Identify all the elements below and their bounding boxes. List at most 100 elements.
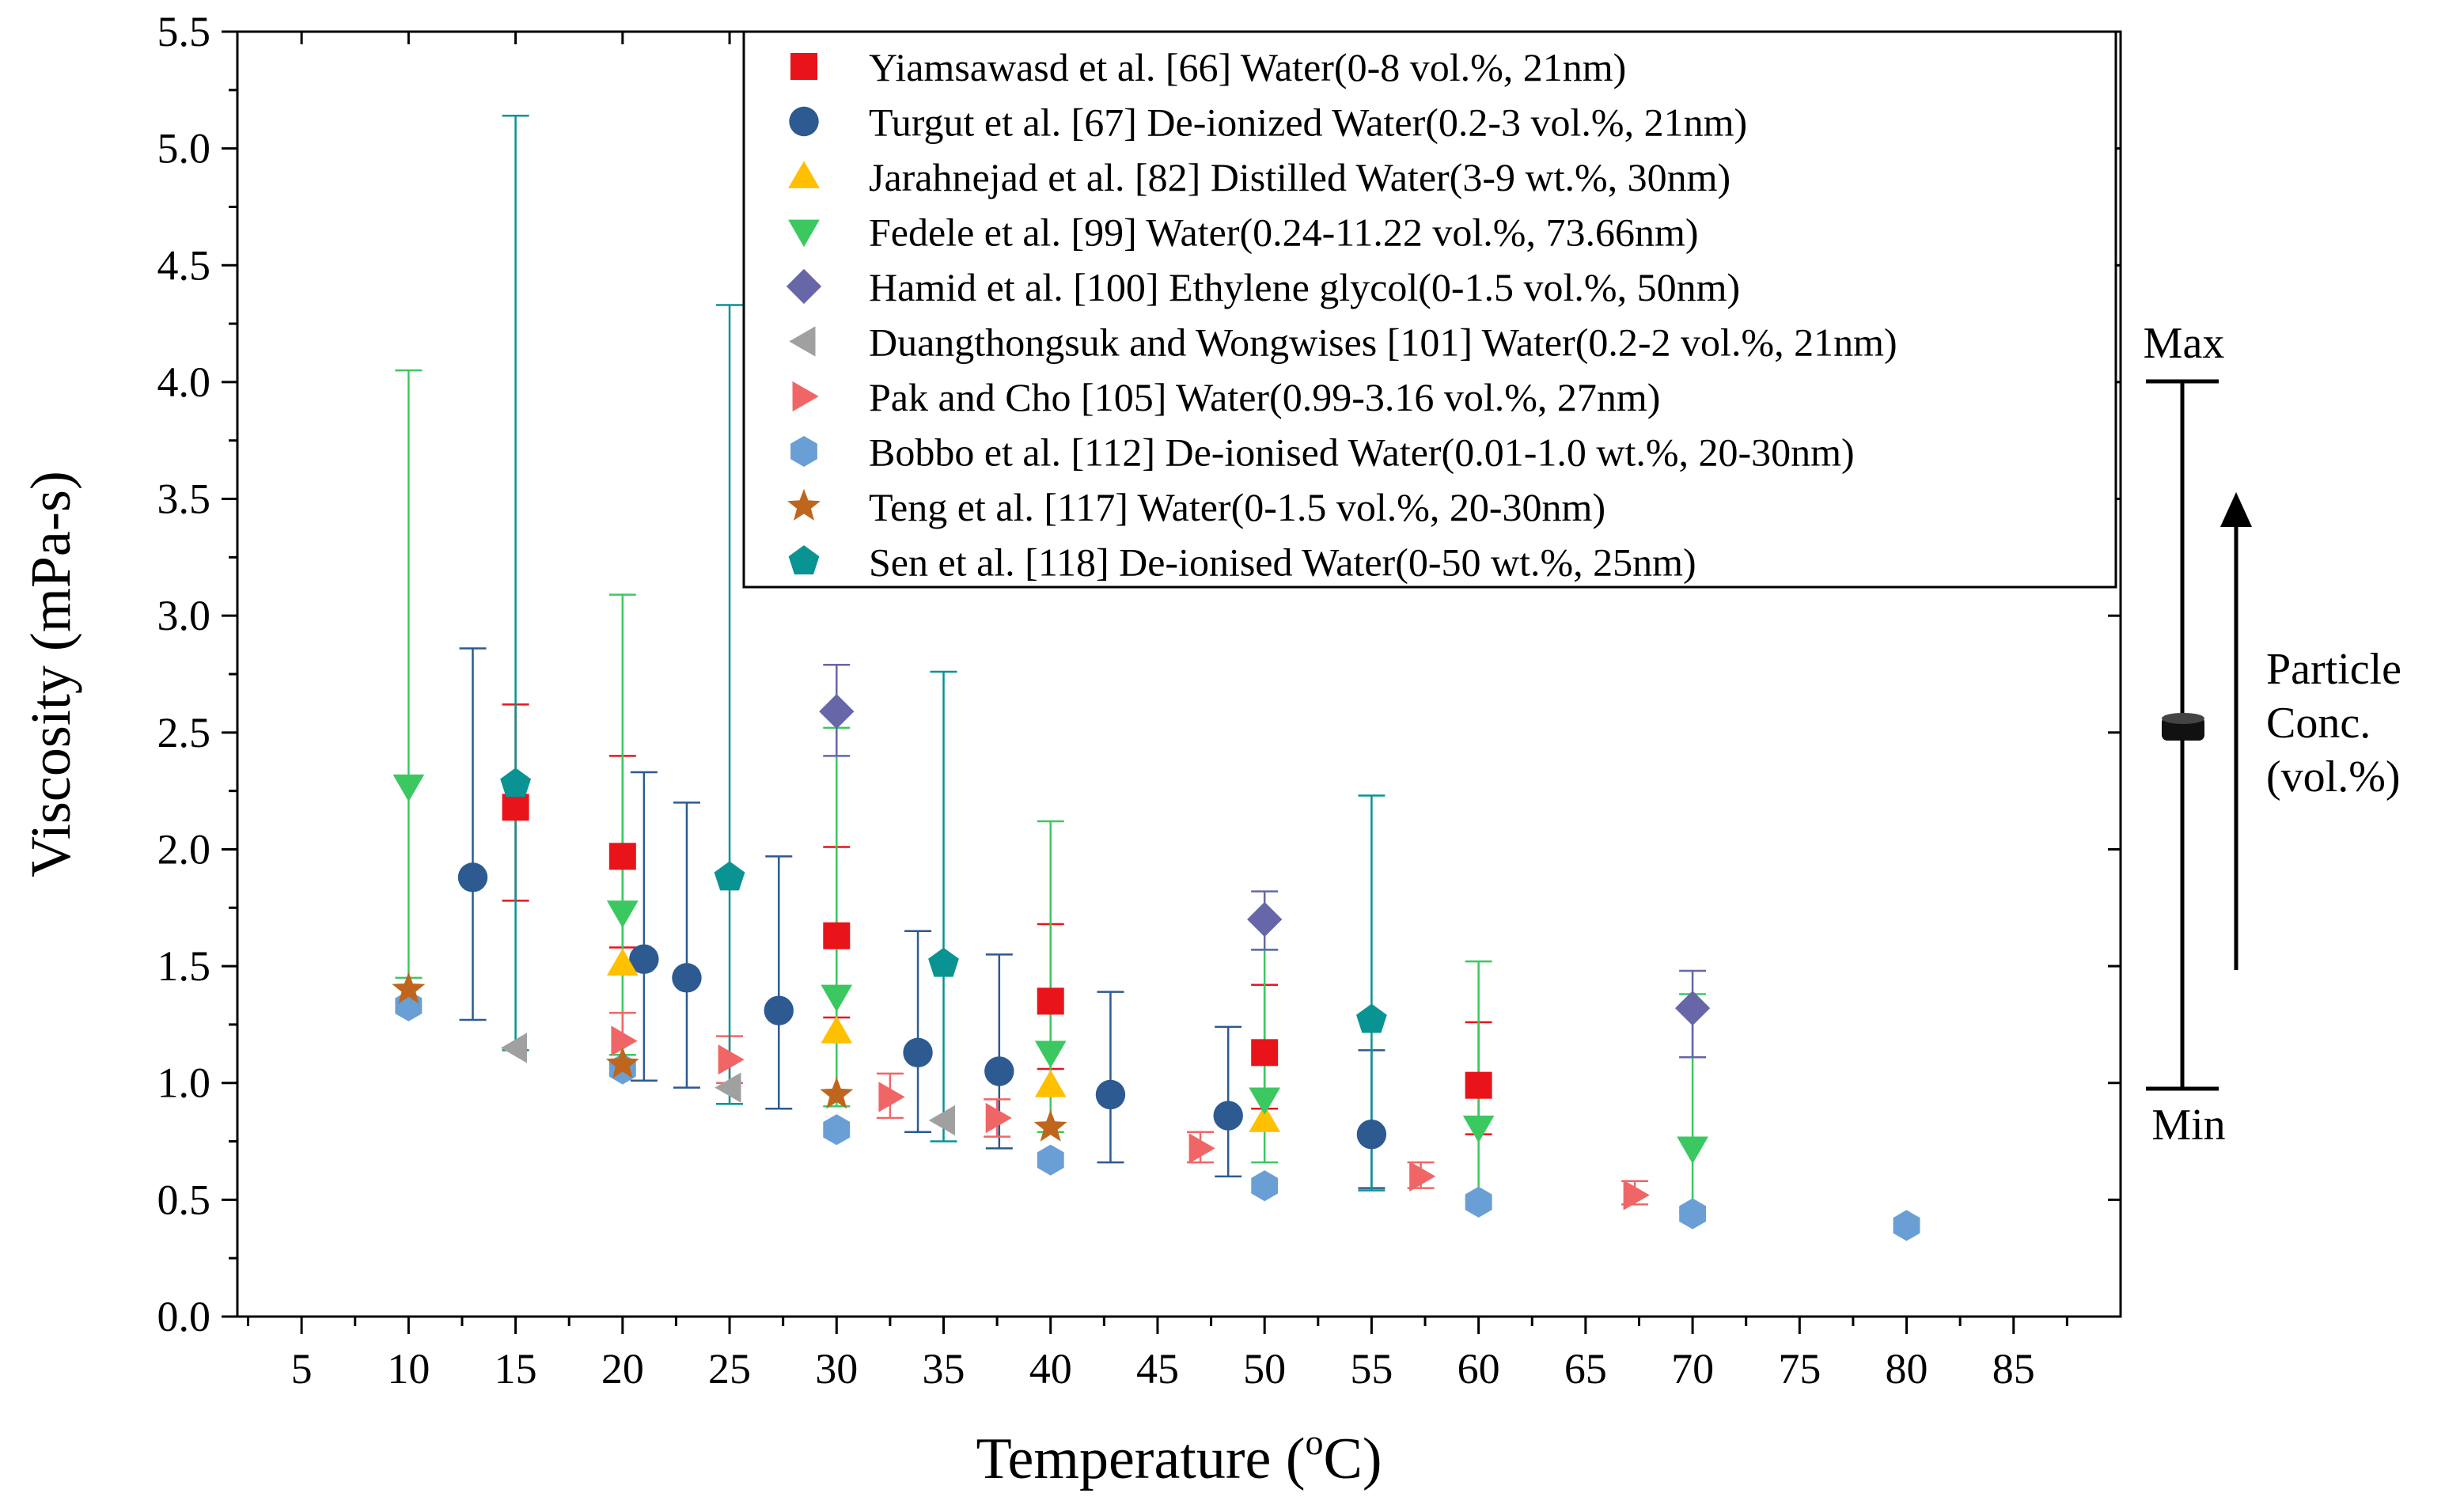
- data-point-series-7: [1409, 1161, 1436, 1192]
- legend-label-2: Turgut et al. [67] De-ionized Water(0.2-…: [869, 100, 1747, 145]
- data-point-series-2: [1095, 1079, 1126, 1110]
- legend-label-5: Hamid et al. [100] Ethylene glycol(0-1.5…: [869, 265, 1740, 309]
- data-point-series-8: [823, 1114, 851, 1146]
- data-point-series-2: [457, 862, 488, 892]
- x-tick-label: 65: [1564, 1345, 1607, 1393]
- data-point-series-8: [1251, 1170, 1279, 1202]
- data-point-series-5: [1675, 991, 1711, 1026]
- data-point-series-10: [928, 947, 959, 977]
- legend-label-7: Pak and Cho [105] Water(0.99-3.16 vol.%,…: [869, 375, 1660, 419]
- data-point-series-4: [1249, 1087, 1281, 1115]
- x-tick-label: 25: [708, 1345, 751, 1393]
- data-point-series-9: [820, 1077, 854, 1109]
- x-tick-label: 75: [1778, 1345, 1821, 1393]
- legend-marker-9: [787, 488, 821, 521]
- y-axis-title: Viscosity (mPa-s): [19, 471, 82, 877]
- range-marker-top: [2162, 713, 2204, 724]
- data-point-series-3: [1034, 1070, 1067, 1097]
- data-point-series-4: [606, 900, 639, 928]
- y-tick-label: 1.5: [157, 942, 211, 990]
- data-point-series-7: [878, 1082, 905, 1112]
- y-tick-label: 3.5: [157, 476, 211, 523]
- legend-label-6: Duangthongsuk and Wongwises [101] Water(…: [869, 320, 1897, 365]
- data-point-series-1: [502, 794, 529, 821]
- data-point-series-3: [1249, 1105, 1281, 1132]
- legend-marker-5: [786, 268, 822, 305]
- data-point-series-1: [1465, 1071, 1492, 1099]
- data-point-series-2: [984, 1056, 1014, 1086]
- legend-marker-6: [789, 326, 816, 357]
- x-tick-label: 30: [815, 1345, 858, 1393]
- annotation-line-3: (vol.%): [2266, 752, 2401, 801]
- y-tick-label: 0.5: [157, 1176, 211, 1223]
- data-point-series-8: [1893, 1210, 1920, 1241]
- legend-marker-3: [788, 161, 820, 188]
- data-point-series-7: [1623, 1180, 1650, 1211]
- y-tick-label: 3.0: [157, 592, 211, 639]
- data-point-series-10: [500, 767, 531, 798]
- x-tick-label: 70: [1671, 1345, 1714, 1393]
- data-point-series-1: [608, 843, 636, 870]
- data-point-series-2: [764, 995, 794, 1025]
- x-tick-label: 45: [1136, 1345, 1179, 1393]
- x-tick-label: 40: [1029, 1345, 1072, 1393]
- data-point-series-6: [500, 1033, 527, 1063]
- data-point-series-6: [928, 1105, 955, 1136]
- x-tick-label: 10: [387, 1345, 430, 1393]
- legend-label-3: Jarahnejad et al. [82] Distilled Water(3…: [869, 155, 1730, 199]
- data-point-series-4: [1677, 1136, 1708, 1164]
- degree-superscript: o: [1305, 1422, 1323, 1462]
- data-point-series-6: [715, 1072, 741, 1103]
- data-point-series-4: [1462, 1116, 1495, 1143]
- legend-label-10: Sen et al. [118] De-ionised Water(0-50 w…: [869, 540, 1696, 585]
- y-tick-label: 5.0: [157, 125, 211, 172]
- data-markers: [392, 694, 1920, 1241]
- data-point-series-2: [903, 1037, 933, 1068]
- legend-marker-7: [792, 381, 819, 412]
- data-point-series-10: [1356, 1003, 1387, 1033]
- x-axis: 5 10 15 20 25 30 35 40 45 50 55 60 65 70 75 80 85: [247, 32, 2068, 1393]
- x-tick-label: 50: [1243, 1345, 1286, 1393]
- particle-concentration-annotation: Max Min Particle Conc. (vol.%): [2144, 319, 2401, 1150]
- legend-label-4: Fedele et al. [99] Water(0.24-11.22 vol.…: [869, 210, 1699, 255]
- data-point-series-4: [392, 774, 425, 802]
- annotation-line-1: Particle: [2266, 645, 2401, 694]
- y-tick-label: 4.5: [157, 241, 211, 289]
- x-axis-title: Temperature (oC): [976, 1422, 1382, 1491]
- data-point-series-1: [823, 922, 851, 949]
- y-tick-label: 2.0: [157, 825, 211, 873]
- legend-marker-10: [788, 545, 820, 574]
- legend-label-1: Yiamsawasd et al. [66] Water(0-8 vol.%, …: [869, 45, 1626, 89]
- legend-marker-1: [790, 53, 817, 80]
- data-point-series-9: [605, 1047, 639, 1078]
- data-point-series-7: [1188, 1133, 1215, 1164]
- y-tick-label: 5.5: [157, 8, 211, 55]
- data-point-series-8: [1465, 1186, 1492, 1218]
- legend-label-9: Teng et al. [117] Water(0-1.5 vol.%, 20-…: [869, 485, 1605, 529]
- data-point-series-10: [714, 861, 745, 891]
- data-point-series-2: [629, 944, 659, 974]
- data-point-series-3: [821, 1016, 853, 1044]
- legend-label-8: Bobbo et al. [112] De-ionised Water(0.01…: [869, 430, 1855, 475]
- legend-marker-2: [789, 106, 819, 137]
- x-tick-label: 60: [1458, 1345, 1500, 1393]
- y-tick-label: 1.0: [157, 1059, 211, 1107]
- x-tick-label: 20: [601, 1345, 644, 1393]
- data-point-series-2: [1213, 1101, 1243, 1131]
- x-tick-label: 55: [1350, 1345, 1393, 1393]
- y-tick-label: 2.5: [157, 709, 211, 756]
- data-point-series-7: [718, 1044, 745, 1075]
- x-tick-label: 35: [923, 1345, 965, 1393]
- data-point-series-8: [1679, 1198, 1706, 1230]
- max-label: Max: [2144, 319, 2225, 368]
- data-point-series-5: [819, 694, 855, 729]
- data-point-series-8: [1037, 1144, 1064, 1176]
- data-point-series-1: [1037, 987, 1064, 1015]
- legend-box: [742, 30, 2117, 589]
- y-tick-label: 4.0: [157, 358, 211, 406]
- x-tick-label: 5: [291, 1345, 313, 1393]
- legend-marker-4: [788, 219, 820, 248]
- data-point-series-9: [392, 972, 426, 1004]
- min-label: Min: [2151, 1101, 2225, 1150]
